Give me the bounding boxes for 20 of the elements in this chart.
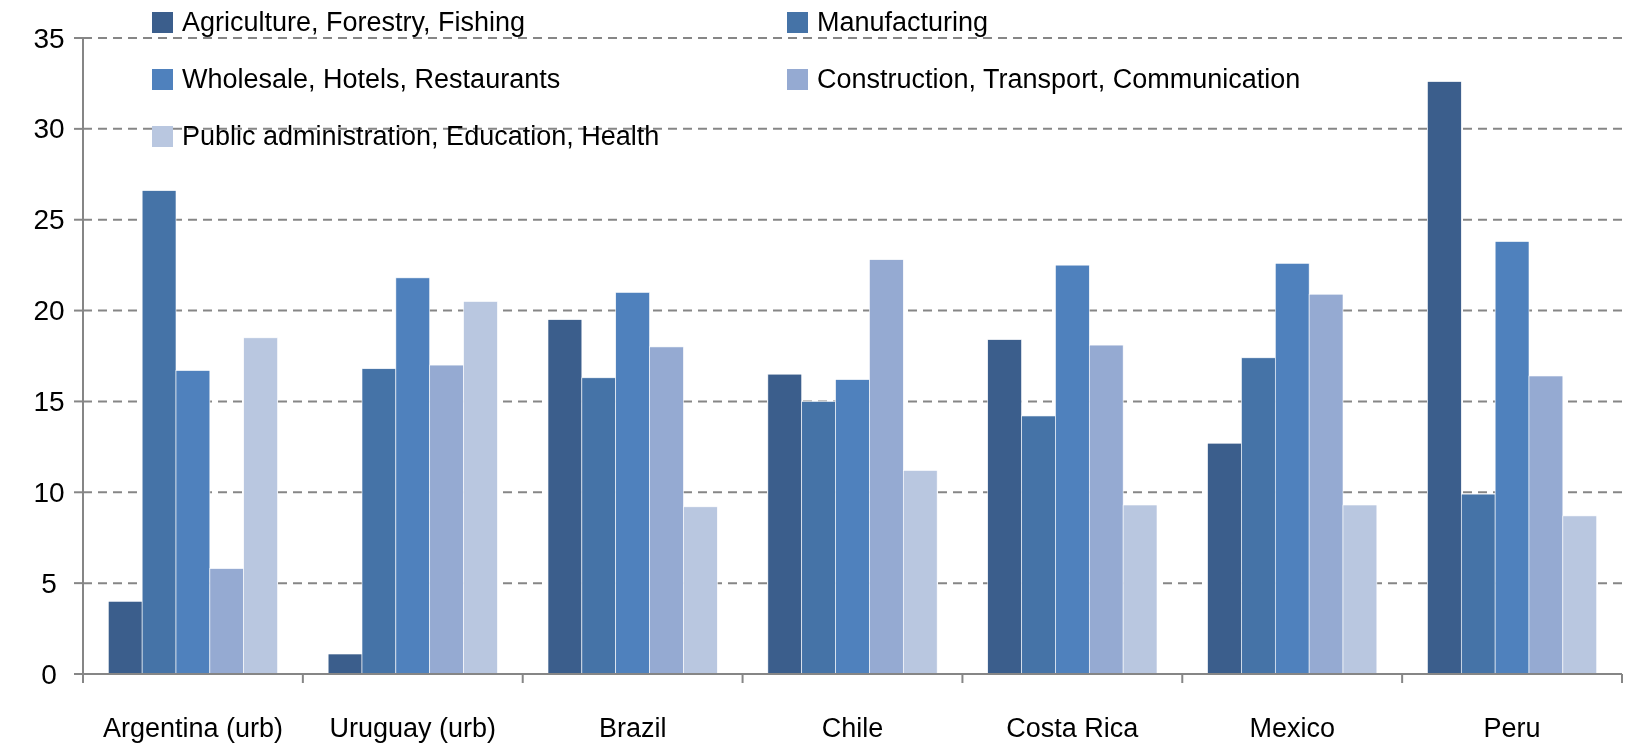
legend-label: Agriculture, Forestry, Fishing [182, 7, 526, 37]
x-tick-label: Uruguay (urb) [329, 713, 497, 743]
y-tick-label: 15 [33, 385, 65, 417]
y-tick-label: 5 [41, 567, 57, 599]
x-tick-label: Chile [821, 713, 884, 743]
legend-label: Wholesale, Hotels, Restaurants [182, 64, 561, 94]
y-tick-label: 0 [41, 658, 57, 690]
x-tick-label: Peru [1483, 713, 1541, 743]
x-tick-label: Argentina (urb) [102, 713, 283, 743]
x-tick-label: Mexico [1249, 713, 1335, 743]
legend-label: Public administration, Education, Health [182, 121, 660, 151]
x-tick-label: Brazil [598, 713, 667, 743]
legend-label: Manufacturing [817, 7, 989, 37]
x-tick-label: Costa Rica [1006, 713, 1140, 743]
y-tick-label: 20 [33, 295, 65, 327]
legend-label: Construction, Transport, Communication [817, 64, 1301, 94]
y-tick-label: 25 [33, 204, 65, 236]
y-tick-label: 30 [33, 113, 65, 145]
y-tick-label: 10 [33, 476, 65, 508]
y-tick-label: 35 [33, 22, 65, 54]
